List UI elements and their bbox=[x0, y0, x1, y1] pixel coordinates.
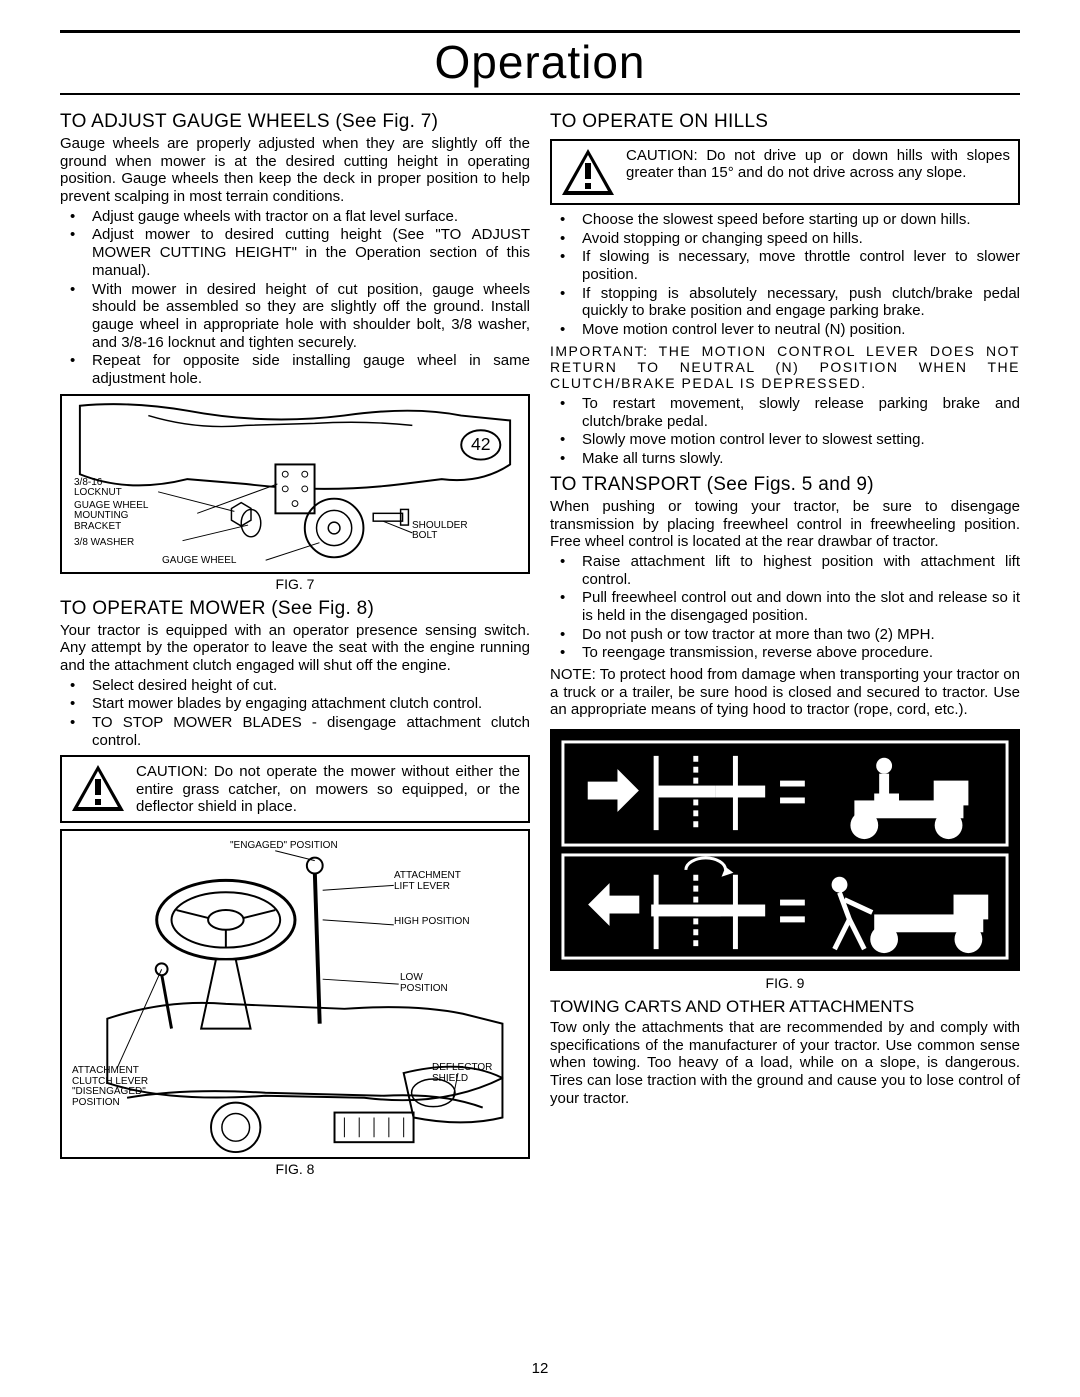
fig8-caption: FIG. 8 bbox=[60, 1161, 530, 1177]
bullet-item: TO STOP MOWER BLADES - disengage attachm… bbox=[60, 714, 530, 749]
bullet-item: Pull freewheel control out and down into… bbox=[550, 589, 1020, 624]
caution-mower: CAUTION: Do not operate the mower withou… bbox=[60, 755, 530, 823]
caution-text: CAUTION: Do not operate the mower withou… bbox=[136, 763, 520, 815]
page-number: 12 bbox=[532, 1360, 549, 1377]
bullets-hills-2: To restart movement, slowly release park… bbox=[550, 395, 1020, 468]
bullet-item: Select desired height of cut. bbox=[60, 677, 530, 695]
figure-7: 42 bbox=[60, 394, 530, 574]
fig9-caption: FIG. 9 bbox=[550, 975, 1020, 991]
fig7-caption: FIG. 7 bbox=[60, 576, 530, 592]
bullet-item: Repeat for opposite side installing gaug… bbox=[60, 352, 530, 387]
page-title: Operation bbox=[60, 35, 1020, 89]
bullet-item: If slowing is necessary, move throttle c… bbox=[550, 248, 1020, 283]
bullets-gauge-wheels: Adjust gauge wheels with tractor on a fl… bbox=[60, 208, 530, 388]
bullet-item: To restart movement, slowly release park… bbox=[550, 395, 1020, 430]
bullet-item: Adjust mower to desired cutting height (… bbox=[60, 226, 530, 279]
important-note: IMPORTANT: THE MOTION CONTROL LEVER DOES… bbox=[550, 343, 1020, 391]
label-shoulder-bolt: SHOULDER BOLT bbox=[412, 521, 468, 542]
deck-number: 42 bbox=[471, 433, 491, 453]
intro-transport: When pushing or towing your tractor, be … bbox=[550, 498, 1020, 551]
label-lift-lever: ATTACHMENT LIFT LEVER bbox=[394, 871, 461, 892]
label-gauge-wheel: GAUGE WHEEL bbox=[162, 556, 236, 567]
figure-9 bbox=[550, 729, 1020, 971]
intro-operate-mower: Your tractor is equipped with an operato… bbox=[60, 622, 530, 675]
left-column: TO ADJUST GAUGE WHEELS (See Fig. 7) Gaug… bbox=[60, 105, 530, 1181]
bullet-item: Make all turns slowly. bbox=[550, 450, 1020, 468]
bullet-item: Adjust gauge wheels with tractor on a fl… bbox=[60, 208, 530, 226]
fig9-svg bbox=[557, 736, 1013, 964]
top-rule bbox=[60, 30, 1020, 33]
body-towing: Tow only the attachments that are recomm… bbox=[550, 1019, 1020, 1107]
bullet-item: Avoid stopping or changing speed on hill… bbox=[550, 230, 1020, 248]
bullet-item: If stopping is absolutely necessary, pus… bbox=[550, 285, 1020, 320]
bullet-item: Slowly move motion control lever to slow… bbox=[550, 431, 1020, 449]
figure-8: "ENGAGED" POSITION ATTACHMENT LIFT LEVER… bbox=[60, 829, 530, 1159]
bullet-item: Do not push or tow tractor at more than … bbox=[550, 626, 1020, 644]
bullets-hills-1: Choose the slowest speed before starting… bbox=[550, 211, 1020, 339]
label-washer: 3/8 WASHER bbox=[74, 538, 134, 549]
label-high: HIGH POSITION bbox=[394, 917, 470, 928]
caution-hills: CAUTION: Do not drive up or down hills w… bbox=[550, 139, 1020, 205]
heading-towing: TOWING CARTS AND OTHER ATTACHMENTS bbox=[550, 997, 1020, 1017]
label-low: LOW POSITION bbox=[400, 973, 448, 994]
note-transport: NOTE: To protect hood from damage when t… bbox=[550, 666, 1020, 719]
label-clutch: ATTACHMENT CLUTCH LEVER "DISENGAGED" POS… bbox=[72, 1066, 148, 1108]
label-engaged: "ENGAGED" POSITION bbox=[230, 841, 338, 852]
title-underline bbox=[60, 93, 1020, 95]
heading-operate-mower: TO OPERATE MOWER (See Fig. 8) bbox=[60, 598, 530, 620]
caution-text: CAUTION: Do not drive up or down hills w… bbox=[626, 147, 1010, 182]
warning-triangle-icon bbox=[70, 763, 126, 813]
bullet-item: Raise attachment lift to highest positio… bbox=[550, 553, 1020, 588]
intro-gauge-wheels: Gauge wheels are properly adjusted when … bbox=[60, 135, 530, 206]
bullet-item: Choose the slowest speed before starting… bbox=[550, 211, 1020, 229]
bullets-operate-mower: Select desired height of cut. Start mowe… bbox=[60, 677, 530, 750]
heading-adjust-gauge-wheels: TO ADJUST GAUGE WHEELS (See Fig. 7) bbox=[60, 111, 530, 133]
bullet-item: With mower in desired height of cut posi… bbox=[60, 281, 530, 352]
bullets-transport: Raise attachment lift to highest positio… bbox=[550, 553, 1020, 662]
heading-operate-hills: TO OPERATE ON HILLS bbox=[550, 111, 1020, 133]
right-column: TO OPERATE ON HILLS CAUTION: Do not driv… bbox=[550, 105, 1020, 1181]
bullet-item: Start mower blades by engaging attachmen… bbox=[60, 695, 530, 713]
bullet-item: To reengage transmission, reverse above … bbox=[550, 644, 1020, 662]
bullet-item: Move motion control lever to neutral (N)… bbox=[550, 321, 1020, 339]
label-locknut: 3/8-16 LOCKNUT bbox=[74, 478, 122, 499]
warning-triangle-icon bbox=[560, 147, 616, 197]
label-deflector: DEFLECTOR SHIELD bbox=[432, 1063, 492, 1084]
label-bracket: GUAGE WHEEL MOUNTING BRACKET bbox=[74, 501, 148, 533]
heading-transport: TO TRANSPORT (See Figs. 5 and 9) bbox=[550, 474, 1020, 496]
content-columns: TO ADJUST GAUGE WHEELS (See Fig. 7) Gaug… bbox=[60, 105, 1020, 1181]
